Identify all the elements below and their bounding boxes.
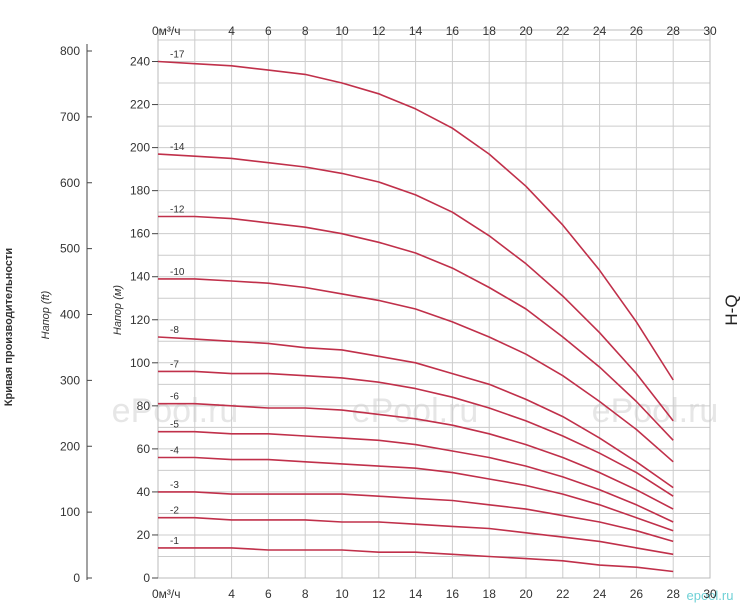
x-tick-label-top: 0м³/ч (152, 24, 181, 38)
x-tick-label-bottom: 8 (302, 587, 309, 601)
y-tick-label: 40 (137, 485, 151, 499)
plot-border (157, 29, 711, 579)
watermark: ePool.ru (112, 392, 239, 430)
x-tick-label-bottom: 18 (483, 587, 497, 601)
x-tick-label-top: 20 (519, 24, 533, 38)
x-tick-label-top: 28 (667, 24, 681, 38)
series-label: -8 (170, 325, 179, 336)
series-line (158, 547, 674, 573)
y-tick-label: 160 (130, 227, 150, 241)
series-label: -2 (170, 506, 179, 517)
series-label: -10 (170, 267, 185, 278)
x-tick-label-bottom: 0м³/ч (152, 587, 181, 601)
series-label: -1 (170, 536, 179, 547)
x-tick-label-top: 14 (409, 24, 423, 38)
y-tick-label: 220 (130, 98, 150, 112)
series-line (158, 516, 674, 556)
x-tick-label-bottom: 10 (335, 587, 349, 601)
x-tick-label-bottom: 12 (372, 587, 386, 601)
x-tick-label-bottom: 4 (228, 587, 235, 601)
series-line (158, 491, 674, 543)
grid (157, 29, 711, 579)
left-tick-label: 700 (60, 110, 80, 124)
x-tick-label-top: 24 (593, 24, 607, 38)
watermark: ePool.ru (352, 392, 479, 430)
x-tick-label-bottom: 20 (519, 587, 533, 601)
series-layer: -17 -14 -12 -10 -8 -7 -6 -5 -4 -3 -2 -1 (157, 50, 674, 573)
series-line (157, 60, 674, 381)
series-line (158, 370, 674, 497)
series-label: -12 (170, 204, 185, 215)
series-label: -5 (170, 420, 179, 431)
y-tick-label: 240 (130, 55, 150, 69)
x-tick-label-top: 8 (302, 24, 309, 38)
left-tick-label: 300 (60, 373, 80, 387)
x-tick-label-top: 4 (228, 24, 235, 38)
series-line (158, 456, 674, 532)
left-tick-label: 0 (73, 571, 80, 585)
left-tick-label: 500 (60, 242, 80, 256)
x-tick-label-bottom: 28 (667, 587, 681, 601)
series-line (158, 215, 674, 441)
series-label: -14 (170, 142, 185, 153)
x-tick-label-bottom: 14 (409, 587, 423, 601)
left-tick-label: 600 (60, 176, 80, 190)
left-tick-label: 100 (60, 505, 80, 519)
series-line (158, 278, 674, 463)
series-label: -7 (170, 359, 179, 370)
left-tick-label: 800 (60, 44, 80, 58)
y-tick-label: 60 (137, 442, 151, 456)
series-label: -3 (170, 480, 179, 491)
chart-title: H-Q (722, 294, 741, 326)
x-tick-label-top: 30 (703, 24, 717, 38)
y-tick-label: 100 (130, 356, 150, 370)
y-tick-label: 20 (137, 528, 151, 542)
x-tick-label-top: 22 (556, 24, 570, 38)
left-tick-label: 400 (60, 308, 80, 322)
y-axis-title: Напор (м) (112, 284, 124, 336)
left-axis-title: Напор (ft) (40, 290, 52, 340)
series-line (157, 153, 674, 422)
left-tick-label: 200 (60, 439, 80, 453)
series-label: -17 (170, 50, 185, 61)
x-tick-label-top: 16 (446, 24, 460, 38)
y-tick-label: 120 (130, 313, 150, 327)
series-line (158, 430, 674, 523)
series-label: -6 (170, 392, 179, 403)
series-line (158, 402, 674, 510)
y-tick-label: 180 (130, 184, 150, 198)
axes: 0100200300400500600700800020406080100120… (60, 24, 717, 601)
y-tick-label: 200 (130, 141, 150, 155)
x-tick-label-top: 10 (335, 24, 349, 38)
x-tick-label-top: 12 (372, 24, 386, 38)
x-tick-label-bottom: 26 (630, 587, 644, 601)
y-tick-label: 0 (143, 571, 150, 585)
y-tick-label: 140 (130, 270, 150, 284)
x-tick-label-bottom: 22 (556, 587, 570, 601)
watermark: epool.ru (687, 588, 734, 603)
side-title: Кривая производительности (3, 247, 15, 407)
series-label: -4 (170, 445, 179, 456)
x-tick-label-bottom: 24 (593, 587, 607, 601)
x-tick-label-top: 6 (265, 24, 272, 38)
x-tick-label-bottom: 16 (446, 587, 460, 601)
x-tick-label-top: 18 (483, 24, 497, 38)
series-line (157, 336, 674, 489)
x-tick-label-top: 26 (630, 24, 644, 38)
x-tick-label-bottom: 6 (265, 587, 272, 601)
x-tick-label-bottom: 30 (703, 587, 717, 601)
y-tick-label: 80 (137, 399, 151, 413)
